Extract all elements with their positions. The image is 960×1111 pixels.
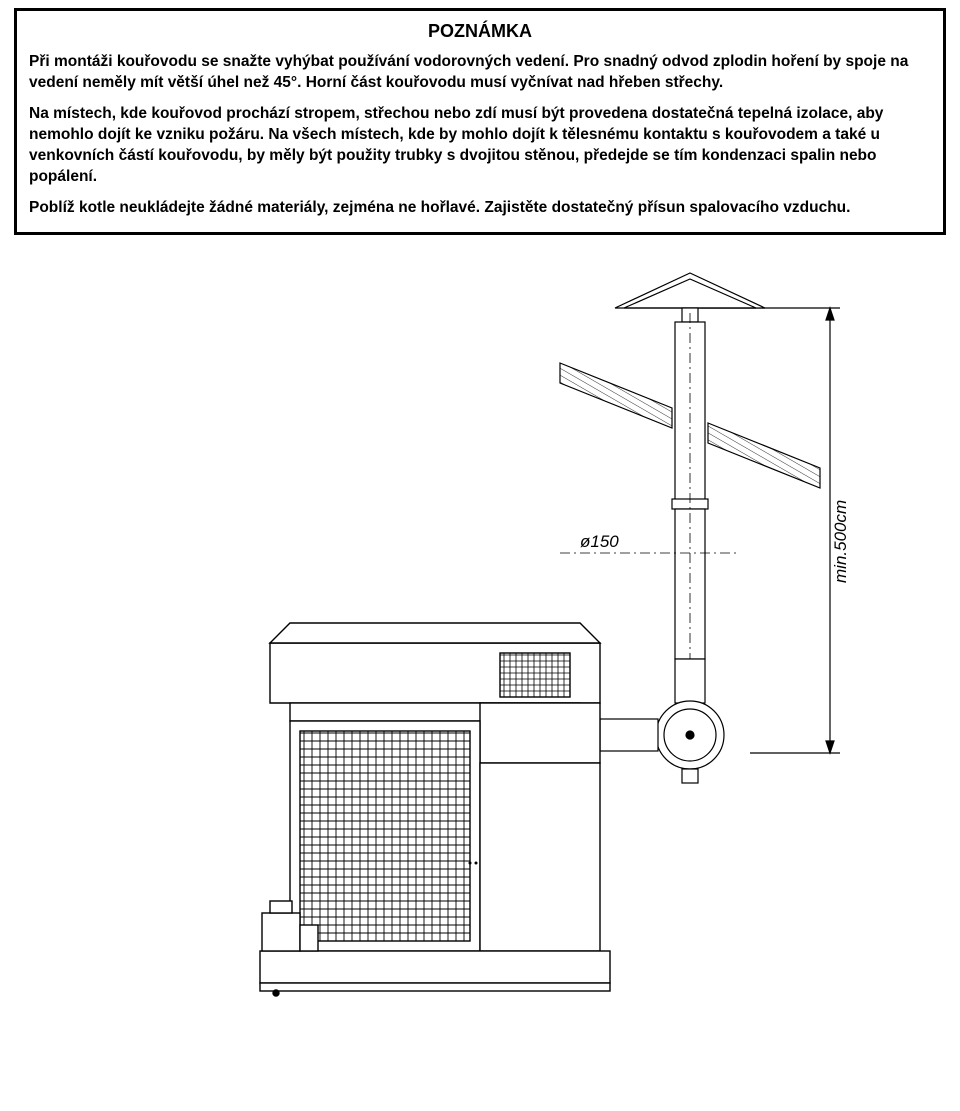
height-label: min.500cm — [831, 500, 850, 583]
note-title: POZNÁMKA — [29, 21, 931, 42]
note-paragraph-2: Na místech, kde kouřovod prochází strope… — [29, 104, 931, 188]
diameter-label: ø150 — [580, 532, 619, 551]
flue-diagram: min.500cm ø150 — [0, 253, 960, 1033]
note-box: POZNÁMKA Při montáži kouřovodu se snažte… — [14, 8, 946, 235]
note-paragraph-1: Při montáži kouřovodu se snažte vyhýbat … — [29, 52, 931, 94]
note-paragraph-3: Poblíž kotle neukládejte žádné materiály… — [29, 198, 931, 219]
